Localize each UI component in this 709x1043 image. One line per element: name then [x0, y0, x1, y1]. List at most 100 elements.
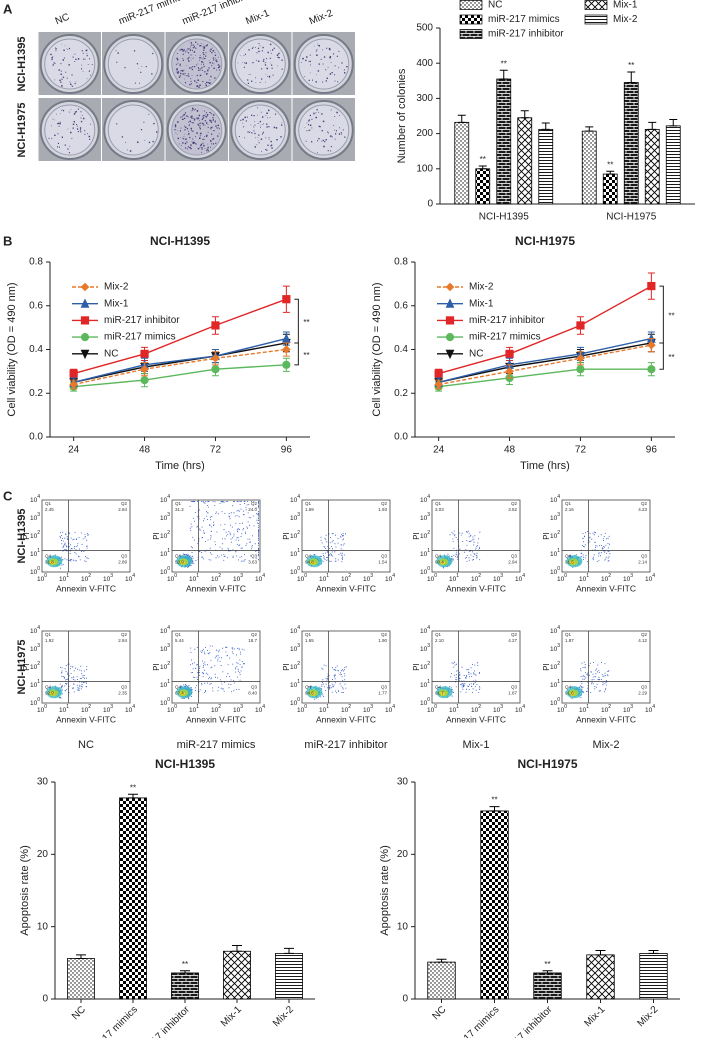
quadrant-value: 3.63 — [248, 560, 257, 565]
bar — [67, 958, 95, 1000]
data-point — [647, 281, 656, 291]
error-bar — [478, 165, 487, 170]
tick-base: 10 — [233, 707, 241, 714]
tick-exponent: 1 — [37, 679, 40, 685]
legend-swatch — [584, 14, 608, 25]
tick-base: 10 — [550, 682, 558, 689]
row-label: NCI-H1975 — [16, 639, 28, 694]
tick-exponent: 2 — [557, 530, 560, 536]
tick-exponent: 3 — [297, 643, 300, 649]
flow-tick-label: 100 — [427, 573, 437, 582]
tick-base: 10 — [341, 707, 349, 714]
flow-tick-label: 103 — [160, 512, 170, 521]
significance-bracket — [294, 298, 299, 344]
tick-base: 10 — [290, 497, 298, 504]
bar — [475, 168, 491, 205]
x-tick-label: Mix-2 — [635, 1004, 660, 1029]
flow-tick-label: 102 — [81, 704, 91, 713]
tick-base: 10 — [160, 628, 168, 635]
plate-medium — [171, 104, 223, 156]
tick-exponent: 2 — [427, 530, 430, 536]
tick-base: 10 — [420, 551, 428, 558]
flow-tick-label: 103 — [623, 573, 633, 582]
legend-marker — [445, 282, 455, 292]
plate-medium — [44, 38, 96, 90]
tick-exponent: 2 — [608, 704, 611, 710]
flow-tick-label: 104 — [385, 573, 395, 582]
x-tick-label: 72 — [575, 445, 587, 456]
column-label: Mix-1 — [244, 8, 271, 28]
data-point — [140, 376, 149, 385]
data-point — [434, 369, 443, 378]
tick-exponent: 0 — [557, 697, 560, 703]
y-tick-label: 500 — [416, 23, 433, 34]
colony-specks — [237, 43, 283, 84]
tick-exponent: 3 — [297, 512, 300, 518]
flow-tick-label: 104 — [645, 573, 655, 582]
flow-tick-label: 101 — [449, 573, 459, 582]
tick-base: 10 — [385, 707, 393, 714]
quadrant-name: Q1 — [435, 632, 442, 637]
quadrant-name: Q4 — [305, 685, 312, 690]
tick-base: 10 — [385, 576, 393, 583]
tick-base: 10 — [557, 576, 565, 583]
tick-exponent: 2 — [297, 530, 300, 536]
error-bar — [648, 121, 657, 130]
tick-exponent: 3 — [370, 573, 373, 579]
column-label: miR-217 mimics — [117, 0, 188, 27]
significance-label: ** — [668, 353, 674, 362]
bar — [623, 82, 639, 205]
tick-exponent: 4 — [392, 704, 395, 710]
flow-tick-label: 100 — [167, 573, 177, 582]
tick-base: 10 — [30, 533, 38, 540]
bar — [644, 128, 660, 205]
data-point — [281, 333, 291, 343]
flow-tick-label: 102 — [341, 573, 351, 582]
flow-tick-label: 102 — [81, 573, 91, 582]
flow-tick-label: 102 — [211, 704, 221, 713]
condition-label: miR-217 inhibitor — [304, 739, 387, 751]
x-axis-title: Annexin V-FITC — [316, 714, 376, 724]
panel-label: C — [3, 488, 13, 503]
tick-exponent: 1 — [326, 573, 329, 579]
legend-swatch — [459, 14, 483, 25]
tick-exponent: 4 — [652, 573, 655, 579]
tick-exponent: 0 — [167, 566, 170, 572]
tick-base: 10 — [290, 515, 298, 522]
flow-tick-label: 103 — [420, 512, 430, 521]
tick-exponent: 3 — [630, 573, 633, 579]
flow-tick-label: 103 — [160, 643, 170, 652]
tick-base: 10 — [420, 646, 428, 653]
tick-exponent: 2 — [37, 530, 40, 536]
x-tick-label: NCI-H1975 — [606, 212, 656, 223]
flow-tick-label: 103 — [233, 704, 243, 713]
x-axis-title: Time (hrs) — [520, 460, 570, 472]
tick-base: 10 — [645, 576, 653, 583]
data-point — [282, 345, 291, 354]
quadrant-value: 3.62 — [508, 507, 517, 512]
tick-base: 10 — [59, 576, 67, 583]
tick-base: 10 — [471, 576, 479, 583]
series-line — [73, 337, 287, 383]
error-bar — [520, 110, 529, 119]
y-axis-title: PI — [542, 532, 551, 540]
y-axis-title: PI — [412, 663, 421, 671]
flow-tick-label: 101 — [579, 573, 589, 582]
tick-exponent: 0 — [304, 704, 307, 710]
tick-exponent: 1 — [586, 704, 589, 710]
quadrant-name: Q4 — [45, 685, 52, 690]
tick-base: 10 — [37, 576, 45, 583]
series-line — [73, 298, 287, 375]
y-tick-label: 0.2 — [29, 388, 43, 399]
flow-tick-label: 104 — [160, 494, 170, 503]
quadrant-value: 2.94 — [508, 560, 517, 565]
error-bar — [436, 958, 447, 963]
tick-exponent: 3 — [427, 512, 430, 518]
tick-exponent: 0 — [37, 697, 40, 703]
tick-exponent: 4 — [37, 625, 40, 631]
plate-medium — [107, 104, 159, 156]
tick-exponent: 0 — [44, 573, 47, 579]
significance-label: ** — [491, 796, 497, 805]
flow-tick-label: 103 — [623, 704, 633, 713]
